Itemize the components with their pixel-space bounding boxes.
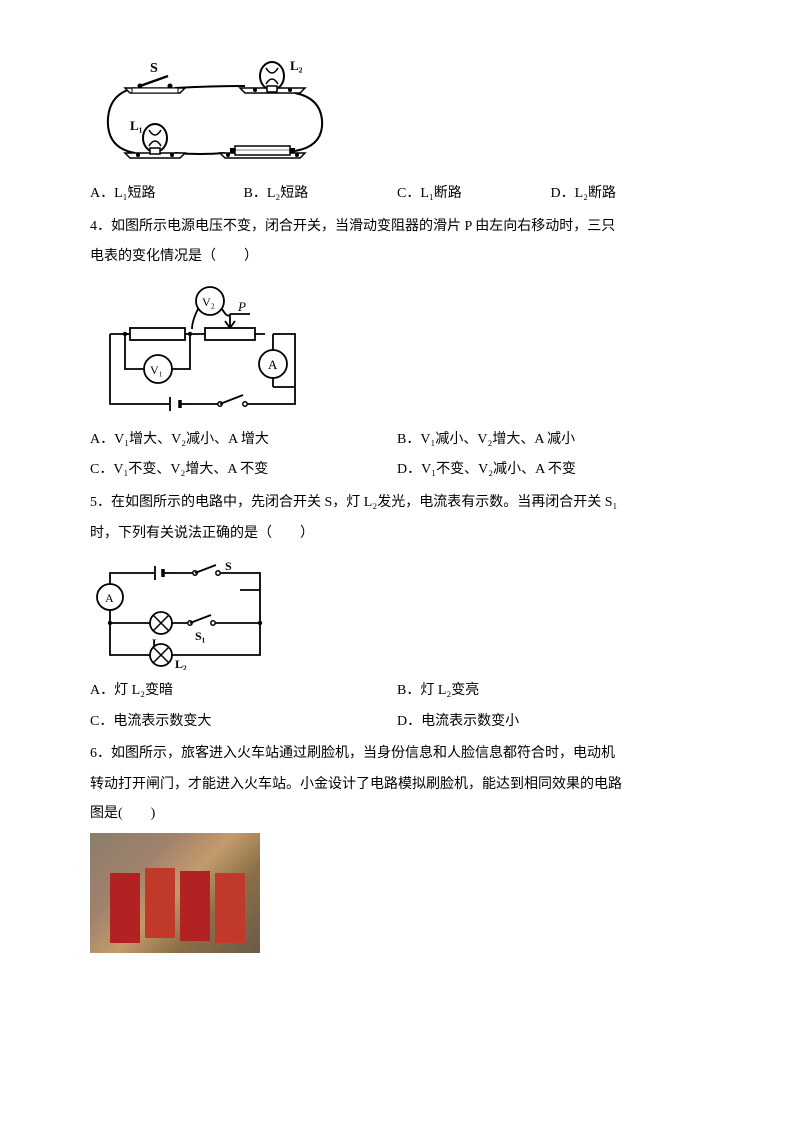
q3-label-L1: L₁: [130, 118, 143, 133]
q5-figure: S A L₁ S₁ L₂: [90, 555, 704, 670]
q4-options-row1: A．V₁增大、V₂减小、A 增大 B．V₁减小、V₂增大、A 减小: [90, 427, 704, 454]
q3-option-D: D．L₂断路: [551, 181, 705, 208]
svg-text:V₁: V₁: [150, 363, 163, 377]
q3-option-C: C．L₁断路: [397, 181, 551, 208]
q5-option-B: B．灯 L₂变亮: [397, 678, 704, 705]
q3-options: A．L₁短路 B．L₂短路 C．L₁断路 D．L₂断路: [90, 181, 704, 208]
q4-options-row2: C．V₁不变、V₂增大、A 不变 D．V₁不变、V₂减小、A 不变: [90, 457, 704, 484]
q3-option-B: B．L₂短路: [244, 181, 398, 208]
q5-stem-line1: 5．在如图所示的电路中，先闭合开关 S，灯 L₂发光，电流表有示数。当再闭合开关…: [90, 490, 704, 517]
q5-option-C: C．电流表示数变大: [90, 709, 397, 736]
q4-stem-line2: 电表的变化情况是（ ）: [90, 244, 704, 271]
q4-stem-line1: 4．如图所示电源电压不变，闭合开关，当滑动变阻器的滑片 P 由左向右移动时，三只: [90, 214, 704, 241]
q3-figure: S L₂ L₁: [90, 58, 704, 173]
svg-text:P: P: [237, 299, 246, 314]
q6-photo: [90, 833, 260, 953]
q4-option-B: B．V₁减小、V₂增大、A 减小: [397, 427, 704, 454]
q4-option-C: C．V₁不变、V₂增大、A 不变: [90, 457, 397, 484]
q6-stem-line1: 6．如图所示，旅客进入火车站通过刷脸机，当身份信息和人脸信息都符合时，电动机: [90, 741, 704, 768]
q5-option-D: D．电流表示数变小: [397, 709, 704, 736]
svg-text:S: S: [225, 559, 232, 573]
svg-text:A: A: [105, 591, 114, 605]
svg-text:S₁: S₁: [195, 629, 206, 643]
q3-option-A: A．L₁短路: [90, 181, 244, 208]
q6-stem-line2: 转动打开闸门，才能进入火车站。小金设计了电路模拟刷脸机，能达到相同效果的电路: [90, 772, 704, 799]
svg-text:V₂: V₂: [202, 295, 215, 309]
svg-text:L₂: L₂: [175, 657, 187, 670]
q5-option-A: A．灯 L₂变暗: [90, 678, 397, 705]
q5-stem-line2: 时，下列有关说法正确的是（ ）: [90, 521, 704, 548]
q6-stem-line3: 图是( ): [90, 801, 704, 828]
q3-label-L2: L₂: [290, 58, 303, 73]
svg-text:A: A: [268, 357, 278, 372]
q5-options-row1: A．灯 L₂变暗 B．灯 L₂变亮: [90, 678, 704, 705]
q4-figure: P V₂ V₁ A: [90, 279, 704, 419]
q3-label-S: S: [150, 61, 158, 76]
q5-options-row2: C．电流表示数变大 D．电流表示数变小: [90, 709, 704, 736]
q4-option-D: D．V₁不变、V₂减小、A 不变: [397, 457, 704, 484]
q4-option-A: A．V₁增大、V₂减小、A 增大: [90, 427, 397, 454]
